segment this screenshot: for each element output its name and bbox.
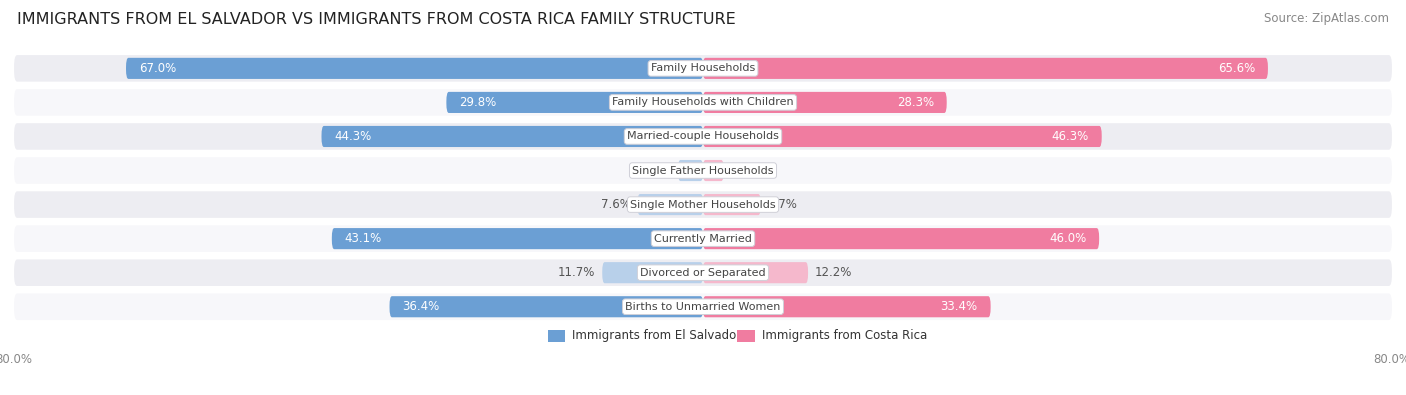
Text: Divorced or Separated: Divorced or Separated	[640, 268, 766, 278]
FancyBboxPatch shape	[14, 89, 1392, 116]
FancyBboxPatch shape	[703, 262, 808, 283]
FancyBboxPatch shape	[703, 194, 761, 215]
Text: 2.4%: 2.4%	[731, 164, 761, 177]
FancyBboxPatch shape	[678, 160, 703, 181]
FancyBboxPatch shape	[14, 293, 1392, 320]
Text: 46.3%: 46.3%	[1052, 130, 1088, 143]
Text: Currently Married: Currently Married	[654, 233, 752, 244]
FancyBboxPatch shape	[446, 92, 703, 113]
FancyBboxPatch shape	[703, 228, 1099, 249]
Text: 36.4%: 36.4%	[402, 300, 440, 313]
FancyBboxPatch shape	[389, 296, 703, 317]
FancyBboxPatch shape	[548, 330, 565, 342]
FancyBboxPatch shape	[703, 160, 724, 181]
Text: Family Households with Children: Family Households with Children	[612, 98, 794, 107]
FancyBboxPatch shape	[322, 126, 703, 147]
FancyBboxPatch shape	[14, 226, 1392, 252]
Text: 12.2%: 12.2%	[815, 266, 852, 279]
FancyBboxPatch shape	[703, 92, 946, 113]
Text: 29.8%: 29.8%	[460, 96, 496, 109]
Text: 7.6%: 7.6%	[600, 198, 631, 211]
FancyBboxPatch shape	[14, 260, 1392, 286]
Text: 11.7%: 11.7%	[558, 266, 595, 279]
FancyBboxPatch shape	[703, 296, 991, 317]
Text: IMMIGRANTS FROM EL SALVADOR VS IMMIGRANTS FROM COSTA RICA FAMILY STRUCTURE: IMMIGRANTS FROM EL SALVADOR VS IMMIGRANT…	[17, 12, 735, 27]
Text: Source: ZipAtlas.com: Source: ZipAtlas.com	[1264, 12, 1389, 25]
FancyBboxPatch shape	[703, 58, 1268, 79]
Text: 2.9%: 2.9%	[641, 164, 671, 177]
Text: 46.0%: 46.0%	[1049, 232, 1087, 245]
Text: 67.0%: 67.0%	[139, 62, 176, 75]
FancyBboxPatch shape	[14, 191, 1392, 218]
Text: Immigrants from El Salvador: Immigrants from El Salvador	[572, 329, 741, 342]
FancyBboxPatch shape	[14, 157, 1392, 184]
Text: Family Households: Family Households	[651, 63, 755, 73]
Text: 33.4%: 33.4%	[941, 300, 977, 313]
Text: Married-couple Households: Married-couple Households	[627, 132, 779, 141]
Text: 65.6%: 65.6%	[1218, 62, 1256, 75]
Text: Births to Unmarried Women: Births to Unmarried Women	[626, 302, 780, 312]
FancyBboxPatch shape	[738, 330, 755, 342]
Text: Immigrants from Costa Rica: Immigrants from Costa Rica	[762, 329, 927, 342]
Text: Single Father Households: Single Father Households	[633, 166, 773, 175]
Text: Single Mother Households: Single Mother Households	[630, 199, 776, 210]
FancyBboxPatch shape	[14, 123, 1392, 150]
Text: 6.7%: 6.7%	[768, 198, 797, 211]
FancyBboxPatch shape	[127, 58, 703, 79]
Text: 43.1%: 43.1%	[344, 232, 382, 245]
FancyBboxPatch shape	[703, 126, 1102, 147]
Text: 28.3%: 28.3%	[897, 96, 934, 109]
FancyBboxPatch shape	[14, 55, 1392, 82]
FancyBboxPatch shape	[332, 228, 703, 249]
Text: 44.3%: 44.3%	[335, 130, 371, 143]
FancyBboxPatch shape	[637, 194, 703, 215]
FancyBboxPatch shape	[602, 262, 703, 283]
